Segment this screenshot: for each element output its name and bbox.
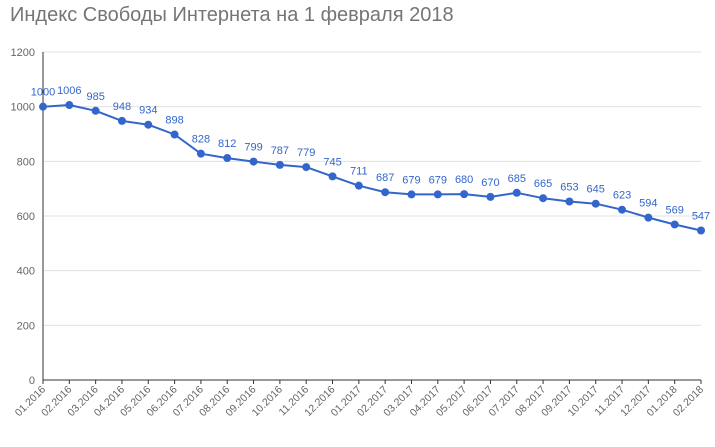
data-points [39,101,705,235]
data-point [196,149,205,158]
data-label: 653 [560,182,578,194]
data-labels: 1000 1006 985 948 934 898 828 812 799 787 779 745 71… [31,85,710,222]
data-label: 623 [613,190,631,202]
y-tick-label-200: 200 [17,320,35,332]
data-point [565,197,574,206]
y-tick-label-400: 400 [17,266,35,278]
data-point [618,205,627,214]
axes [42,52,702,384]
data-label: 547 [692,210,710,222]
data-label: 787 [271,145,289,157]
data-label: 680 [455,174,473,186]
data-label: 985 [86,91,104,103]
data-label: 828 [192,134,210,146]
data-label: 670 [481,177,499,189]
data-label: 594 [639,198,657,210]
data-label: 812 [218,138,236,150]
y-tick-label-1200: 1200 [11,47,35,59]
data-point [65,101,74,110]
data-label: 665 [534,178,552,190]
grid-lines [43,51,701,326]
data-point [591,199,600,208]
data-label: 687 [376,172,394,184]
data-label: 645 [587,184,605,196]
data-label: 685 [508,173,526,185]
data-label: 934 [139,105,157,117]
series-line-group [42,104,702,232]
data-label: 679 [429,174,447,186]
data-point [302,163,311,172]
data-point [354,181,363,190]
data-point [275,160,284,169]
data-point [697,226,705,235]
series-line [42,104,702,232]
data-label: 1000 [31,87,55,99]
data-label: 779 [297,147,315,159]
data-label: 799 [244,142,262,154]
data-label: 711 [350,166,368,178]
data-point [91,106,100,115]
chart-title: Индекс Свободы Интернета на 1 февраля 20… [10,4,454,26]
data-label: 948 [113,101,131,113]
data-point [144,120,153,129]
data-point [249,157,258,166]
data-point [381,188,390,197]
y-tick-label-1000: 1000 [11,102,35,114]
x-tick-labels: 01.201602.201603.201604.201605.201606.20… [13,384,706,419]
data-point [433,190,442,199]
data-label: 898 [165,115,183,127]
data-point [117,116,126,125]
y-tick-label-600: 600 [17,211,35,223]
y-tick-label-0: 0 [29,375,35,387]
data-label: 569 [666,204,684,216]
y-tick-label-800: 800 [17,156,35,168]
data-label: 679 [402,174,420,186]
data-point [223,154,232,163]
data-point [460,190,469,199]
data-label: 1006 [57,85,81,97]
data-point [170,130,179,139]
y-tick-labels: 0 200 400 600 800 1000 1200 [11,47,35,387]
data-point [512,188,521,197]
data-point [670,220,679,229]
data-point [644,213,653,222]
data-point [328,172,337,181]
data-point [539,194,548,203]
data-point [39,102,47,111]
data-point [407,190,416,199]
data-label: 745 [323,156,341,168]
data-point [486,192,495,201]
